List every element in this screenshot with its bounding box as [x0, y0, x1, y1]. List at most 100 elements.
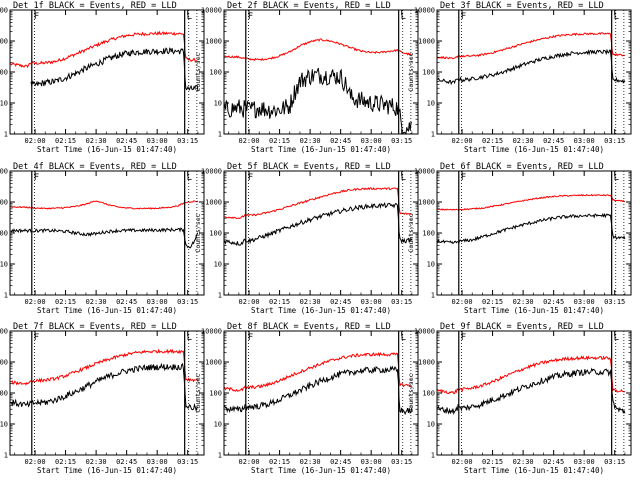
y-tick-label: 1000 [418, 199, 435, 207]
y-tick-label: 10000 [414, 168, 435, 176]
y-tick-label: 10000 [201, 168, 222, 176]
lld-series-line [10, 348, 199, 386]
x-tick-label: 03:00 [361, 458, 382, 466]
x-tick-label: 03:00 [147, 137, 168, 145]
y-tick-label: 100 [209, 230, 222, 238]
lld-series-line [224, 38, 413, 62]
y-tick-label: 10 [427, 421, 435, 429]
y-tick-label: 1000 [0, 199, 8, 207]
x-tick-label: 03:00 [361, 298, 382, 306]
x-tick-label: 02:00 [238, 298, 259, 306]
y-tick-label: 1000 [205, 38, 222, 46]
y-tick-label: 10000 [414, 328, 435, 336]
y-tick-label: 10 [427, 261, 435, 269]
last-marker-label: L [187, 333, 192, 343]
events-series-line [10, 362, 199, 412]
x-tick-label: 02:15 [482, 458, 503, 466]
y-tick-label: 1000 [205, 199, 222, 207]
x-tick-label: 02:30 [86, 458, 107, 466]
lld-series-line [224, 187, 413, 220]
x-tick-label: 02:15 [269, 298, 290, 306]
x-tick-label: 02:15 [269, 458, 290, 466]
events-series-line [10, 227, 199, 249]
lld-series-line [437, 32, 626, 60]
y-tick-label: 100 [209, 69, 222, 77]
x-axis-label: Start Time (16-Jun-15 01:47:40) [37, 466, 177, 475]
x-tick-label: 02:15 [55, 298, 76, 306]
x-tick-label: 02:00 [451, 458, 472, 466]
first-marker-label: F [34, 12, 39, 22]
events-series-line [224, 201, 413, 246]
x-tick-label: 03:15 [604, 298, 625, 306]
x-axis-label: Start Time (16-Jun-15 01:47:40) [251, 306, 391, 315]
y-axis-label: Counts/sec [194, 373, 202, 412]
y-tick-label: 1 [218, 452, 222, 460]
events-series-line [437, 48, 626, 86]
x-tick-label: 03:00 [147, 298, 168, 306]
x-tick-label: 03:15 [604, 137, 625, 145]
y-tick-label: 100 [209, 390, 222, 398]
y-tick-label: 1 [218, 131, 222, 139]
y-tick-label: 10 [214, 421, 222, 429]
x-tick-label: 03:15 [177, 298, 198, 306]
y-tick-label: 1 [4, 131, 8, 139]
y-axis-label: Counts/sec [194, 213, 202, 252]
x-tick-label: 02:00 [238, 137, 259, 145]
y-axis-label: Counts/sec [194, 52, 202, 91]
x-tick-label: 03:15 [604, 458, 625, 466]
panel-title: Det_1f BLACK = Events, RED = LLD [13, 1, 177, 11]
y-tick-label: 1000 [205, 359, 222, 367]
y-tick-label: 1000 [418, 359, 435, 367]
x-tick-label: 02:15 [55, 137, 76, 145]
x-tick-label: 03:00 [574, 137, 595, 145]
events-series-line [30, 47, 199, 91]
y-tick-label: 1 [218, 292, 222, 300]
x-tick-label: 03:15 [391, 458, 412, 466]
y-axis-label: Counts/sec [407, 52, 415, 91]
events-series-line [224, 67, 413, 134]
y-tick-label: 1000 [0, 359, 8, 367]
last-marker-label: L [614, 173, 619, 183]
y-tick-label: 1000 [0, 38, 8, 46]
panel-title: Det_6f BLACK = Events, RED = LLD [440, 162, 604, 172]
lld-series-line [437, 355, 626, 395]
x-tick-label: 02:45 [116, 137, 137, 145]
y-tick-label: 10000 [0, 168, 8, 176]
x-tick-label: 02:45 [543, 458, 564, 466]
x-tick-label: 02:00 [451, 298, 472, 306]
x-tick-label: 02:00 [24, 298, 45, 306]
x-axis-label: Start Time (16-Jun-15 01:47:40) [37, 145, 177, 154]
x-tick-label: 02:30 [300, 458, 321, 466]
last-marker-label: L [401, 12, 406, 22]
y-tick-label: 1 [431, 292, 435, 300]
x-tick-label: 02:15 [55, 458, 76, 466]
x-tick-label: 03:00 [574, 458, 595, 466]
events-series-line [437, 212, 626, 245]
y-tick-label: 100 [422, 230, 435, 238]
first-marker-label: F [461, 173, 466, 183]
last-marker-label: L [187, 173, 192, 183]
y-tick-label: 10000 [414, 7, 435, 15]
x-tick-label: 02:30 [513, 137, 534, 145]
panel-title: Det_7f BLACK = Events, RED = LLD [13, 322, 177, 332]
x-tick-label: 03:15 [391, 298, 412, 306]
y-tick-label: 100 [0, 390, 8, 398]
last-marker-label: L [187, 12, 192, 22]
x-tick-label: 03:00 [574, 298, 595, 306]
y-tick-label: 1000 [418, 38, 435, 46]
x-tick-label: 02:15 [269, 137, 290, 145]
y-tick-label: 10 [0, 421, 8, 429]
y-axis-label: Counts/sec [407, 213, 415, 252]
x-tick-label: 02:00 [24, 137, 45, 145]
x-tick-label: 02:30 [300, 298, 321, 306]
x-tick-label: 02:45 [330, 298, 351, 306]
x-tick-label: 03:00 [361, 137, 382, 145]
x-tick-label: 03:00 [147, 458, 168, 466]
x-tick-label: 02:45 [543, 137, 564, 145]
y-tick-label: 1 [431, 131, 435, 139]
y-tick-label: 1 [4, 292, 8, 300]
x-tick-label: 02:45 [330, 458, 351, 466]
